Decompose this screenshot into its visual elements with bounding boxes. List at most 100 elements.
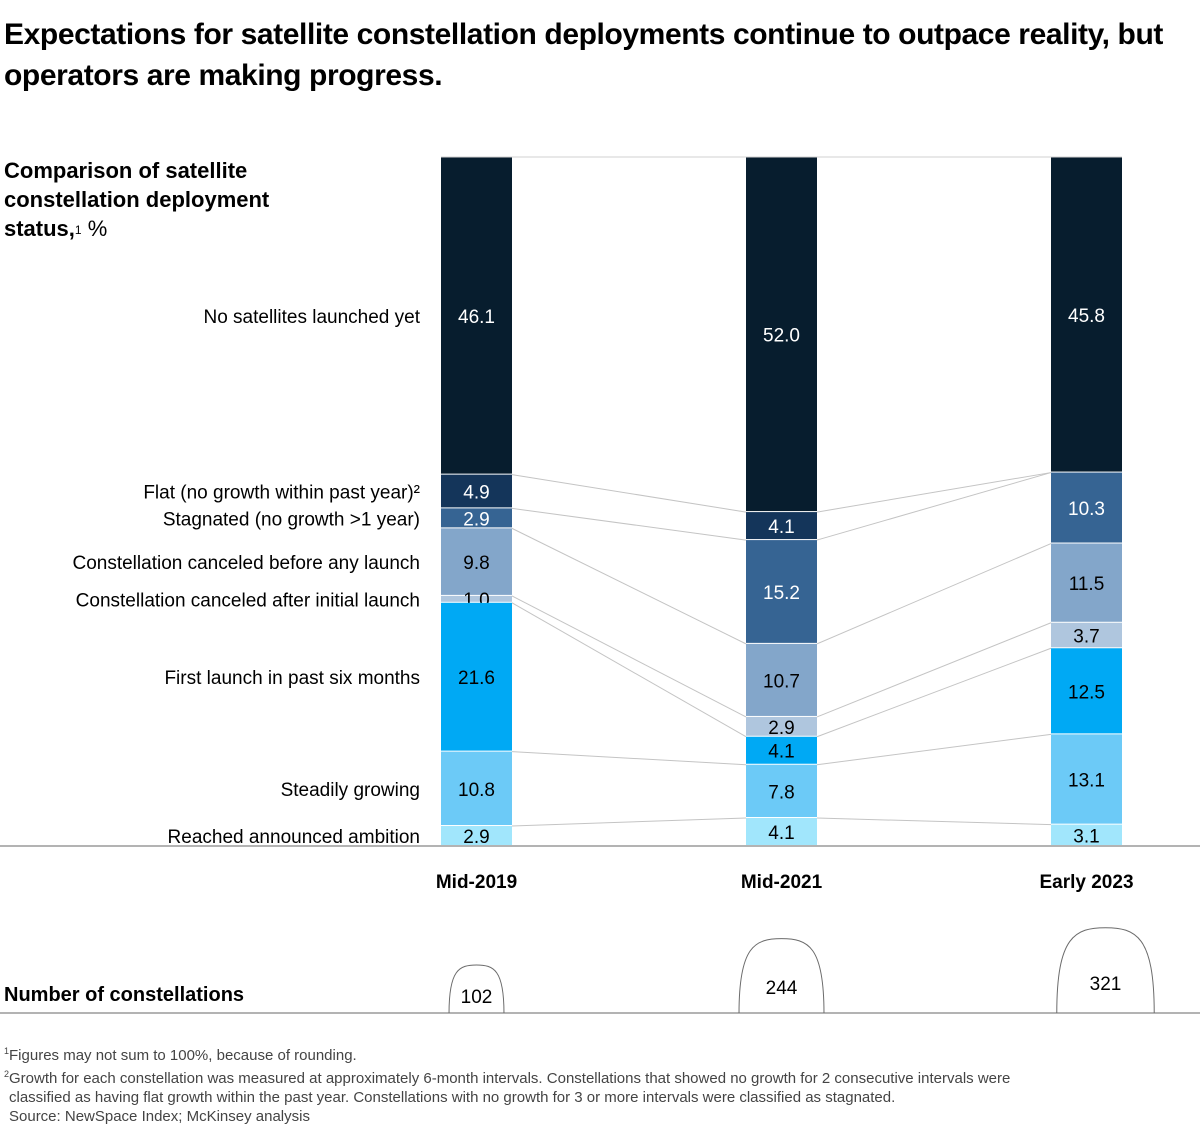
bar-segment bbox=[1051, 824, 1122, 845]
footnote-ref: 2 bbox=[4, 1069, 10, 1079]
bar-mid-2021: 52.0 4.1 15.2 10.7 2.9 4.1 7.8 4.1 bbox=[746, 157, 817, 845]
data-label: 21.6 bbox=[458, 668, 495, 689]
bars: 46.14.92.99.81.021.610.82.952.04.115.210… bbox=[441, 157, 1122, 848]
data-label: 11.5 bbox=[1069, 574, 1105, 595]
bar-segment bbox=[1051, 543, 1122, 622]
bar-segment bbox=[746, 540, 817, 643]
footnote-2: 2Growth for each constellation was measu… bbox=[4, 1065, 1194, 1088]
subtitle-footnote-ref: 1 bbox=[74, 223, 82, 237]
data-label: 9.8 bbox=[463, 553, 489, 574]
period-label: Early 2023 bbox=[1039, 872, 1133, 893]
bar-segment bbox=[441, 157, 512, 474]
bar-mid-2019: 46.14.92.99.81.021.610.82.9 bbox=[441, 157, 512, 848]
bar-segment bbox=[441, 528, 512, 595]
bar-segment bbox=[441, 474, 512, 508]
connector-line bbox=[511, 602, 747, 738]
bar-segment bbox=[746, 716, 817, 736]
count-value: 321 bbox=[1090, 974, 1122, 995]
period-label: Mid-2019 bbox=[436, 872, 517, 893]
data-label: 4.1 bbox=[768, 823, 794, 844]
data-label: 12.5 bbox=[1068, 682, 1105, 703]
connector-line bbox=[511, 817, 747, 827]
subtitle-text: Comparison of satellite constellation de… bbox=[4, 158, 270, 241]
footnotes: 1Figures may not sum to 100%, because of… bbox=[4, 1042, 1194, 1126]
footnote-text: classified as having flat growth within … bbox=[9, 1089, 896, 1106]
data-label: 10.3 bbox=[1068, 499, 1105, 520]
connector-line bbox=[816, 733, 1052, 766]
constellation-counts: Number of constellations 102 244 321 bbox=[4, 927, 1155, 1014]
data-label: 45.8 bbox=[1068, 306, 1105, 327]
bar-segment bbox=[1051, 622, 1122, 648]
bar-segment bbox=[441, 595, 512, 602]
subtitle-unit: % bbox=[81, 216, 108, 241]
connector-line bbox=[511, 507, 747, 541]
category-label: Steadily growing bbox=[281, 780, 420, 801]
axes bbox=[0, 156, 1200, 1014]
bar-segment bbox=[441, 602, 512, 751]
period-labels: Mid-2019 Mid-2021 Early 2023 bbox=[436, 872, 1134, 893]
data-label: 52.0 bbox=[763, 326, 800, 347]
chart-subtitle: Comparison of satellite constellation de… bbox=[4, 156, 324, 243]
category-label: First launch in past six months bbox=[164, 668, 420, 689]
bar-segment bbox=[1051, 157, 1122, 472]
count-value: 244 bbox=[766, 978, 798, 999]
data-label: 4.1 bbox=[768, 742, 794, 763]
connector-line bbox=[511, 474, 747, 513]
category-label: Constellation canceled before any launch bbox=[72, 553, 420, 574]
connector-line bbox=[816, 472, 1052, 541]
footnote-1: 1Figures may not sum to 100%, because of… bbox=[4, 1042, 1194, 1065]
category-label: Stagnated (no growth >1 year) bbox=[163, 509, 420, 530]
connector-line bbox=[511, 751, 747, 766]
chart-title: Expectations for satellite constellation… bbox=[4, 18, 1163, 92]
category-label: Flat (no growth within past year)² bbox=[143, 483, 420, 504]
footnote-ref: 1 bbox=[4, 1046, 10, 1056]
count-value: 102 bbox=[461, 987, 493, 1008]
category-label: No satellites launched yet bbox=[203, 307, 420, 328]
count-bubble bbox=[448, 964, 505, 1014]
bar-segment bbox=[1051, 648, 1122, 734]
footnote-2-continued: classified as having flat growth within … bbox=[4, 1088, 1194, 1107]
connector-line bbox=[816, 817, 1052, 826]
connector-line bbox=[816, 543, 1052, 645]
data-label: 2.9 bbox=[463, 509, 489, 530]
bar-segment bbox=[746, 157, 817, 512]
footnote-text: Figures may not sum to 100%, because of … bbox=[9, 1047, 357, 1064]
data-label: 7.8 bbox=[768, 782, 794, 803]
bar-segment bbox=[441, 751, 512, 826]
connector-line bbox=[511, 595, 747, 718]
data-label: 3.1 bbox=[1073, 826, 1099, 847]
connector-lines bbox=[511, 472, 1052, 827]
connector-line bbox=[816, 647, 1052, 738]
connector-line bbox=[816, 472, 1052, 513]
data-label: 46.1 bbox=[458, 307, 495, 328]
bar-segment bbox=[1051, 734, 1122, 824]
count-title: Number of constellations bbox=[4, 984, 244, 1006]
bar-segment bbox=[441, 508, 512, 528]
data-label: 10.8 bbox=[458, 780, 495, 801]
data-label: 4.1 bbox=[768, 517, 794, 538]
bar-segment bbox=[746, 643, 817, 716]
bar-segment bbox=[746, 818, 817, 845]
connector-line bbox=[511, 527, 747, 645]
bar-early-2023: 45.8 10.3 11.5 3.7 12.5 13.1 3.1 bbox=[1051, 157, 1122, 847]
count-bubble bbox=[738, 938, 825, 1014]
source-note: Source: NewSpace Index; McKinsey analysi… bbox=[4, 1107, 1194, 1126]
bar-segment bbox=[746, 736, 817, 764]
data-label: 2.9 bbox=[768, 718, 794, 739]
data-label: 3.7 bbox=[1073, 627, 1099, 648]
category-labels: No satellites launched yet Flat (no growt… bbox=[72, 307, 420, 848]
bar-segment bbox=[746, 512, 817, 540]
bar-segment bbox=[746, 764, 817, 818]
data-label: 13.1 bbox=[1068, 771, 1105, 792]
bar-segment bbox=[1051, 472, 1122, 543]
period-label: Mid-2021 bbox=[741, 872, 823, 893]
data-label: 4.9 bbox=[463, 483, 489, 504]
stacked-bar-chart: 46.14.92.99.81.021.610.82.952.04.115.210… bbox=[0, 156, 1200, 1014]
category-label: Constellation canceled after initial lau… bbox=[76, 590, 420, 611]
footnote-text: Growth for each constellation was measur… bbox=[9, 1070, 1011, 1087]
data-label: 10.7 bbox=[763, 671, 800, 692]
source-text: Source: NewSpace Index; McKinsey analysi… bbox=[9, 1108, 310, 1125]
connector-line bbox=[816, 622, 1052, 718]
data-label: 2.9 bbox=[463, 827, 489, 848]
data-label: 15.2 bbox=[763, 583, 800, 604]
